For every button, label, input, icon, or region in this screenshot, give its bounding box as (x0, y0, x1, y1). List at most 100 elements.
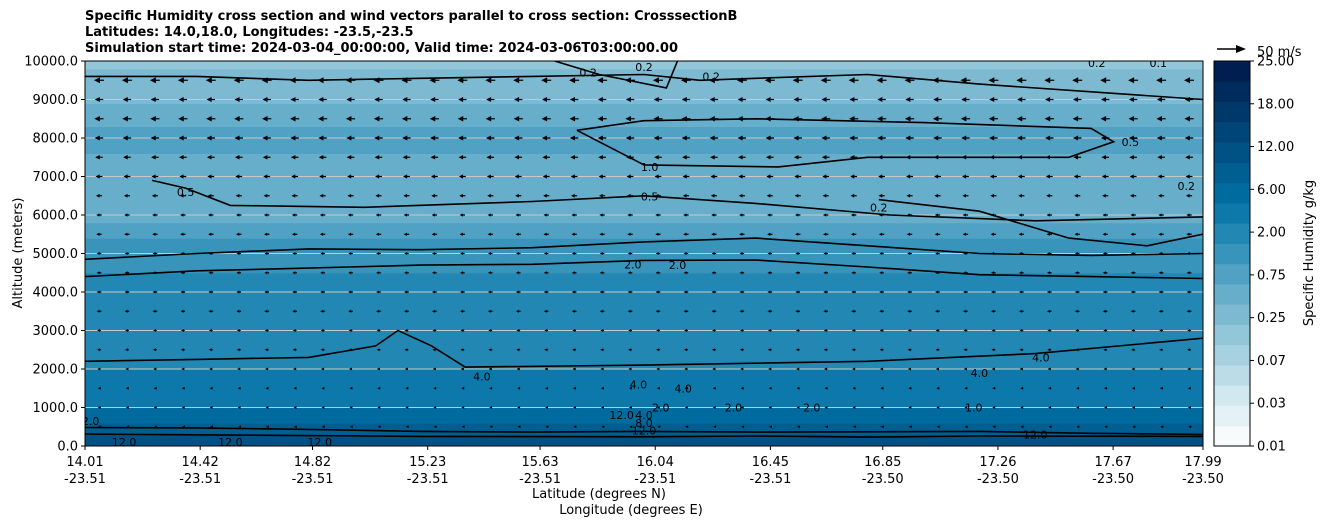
wind-vector-head (767, 232, 771, 236)
humidity-band (85, 415, 1203, 420)
y-tick-label: 6000.0 (33, 209, 79, 224)
wind-vector-head (292, 271, 296, 275)
x-tick-label-lat: 14.82 (294, 455, 331, 470)
wind-vector-head (377, 386, 381, 390)
wind-vector-head (1101, 174, 1106, 179)
wind-vector-head (765, 96, 771, 103)
wind-vector-head (432, 271, 436, 275)
wind-vector-head (683, 232, 687, 236)
wind-vector-head (740, 367, 744, 371)
wind-vector-head (348, 329, 352, 332)
contour-label: 0.2 (1177, 180, 1195, 193)
colorbar-tick-label: 0.75 (1257, 268, 1286, 283)
wind-vector-head (348, 367, 352, 371)
humidity-band (85, 122, 1203, 128)
wind-vector-head (963, 252, 967, 255)
colorbar-tick-label: 0.03 (1257, 397, 1286, 412)
wind-vector-head (795, 213, 799, 217)
contour-label: 0.2 (870, 201, 888, 214)
y-tick-label: 7000.0 (33, 170, 79, 185)
wind-vector-head (1188, 425, 1192, 429)
wind-vector-head (320, 290, 324, 294)
wind-vector-head (377, 425, 381, 429)
wind-vector-head (1184, 96, 1190, 103)
wind-vector-head (235, 174, 240, 179)
wind-vector-head (152, 271, 156, 275)
colorbar-tick-label: 12.00 (1257, 140, 1294, 155)
wind-vector-head (460, 290, 464, 294)
humidity-band (85, 241, 1203, 247)
contour-line-1.0 (85, 237, 1203, 261)
wind-vector-head (487, 232, 491, 236)
humidity-band (85, 68, 1203, 74)
wind-vector-head (600, 386, 604, 390)
chart-title-line-1: Specific Humidity cross section and wind… (85, 9, 738, 24)
wind-vector-head (1102, 252, 1106, 255)
wind-vector-head (514, 154, 519, 160)
wind-vector-head (124, 309, 128, 313)
humidity-band (85, 95, 1203, 101)
wind-vector-head (935, 329, 939, 332)
wind-vector-head (1074, 193, 1078, 198)
wind-vector-head (824, 367, 828, 371)
wind-vector-head (1016, 77, 1023, 84)
wind-vector-head (1129, 174, 1134, 179)
wind-vector-head (541, 77, 548, 84)
wind-vector-head (991, 271, 995, 275)
humidity-band (85, 138, 1203, 143)
colorbar-segment (1214, 101, 1250, 123)
wind-vector-head (849, 115, 855, 122)
wind-vector-head (543, 232, 547, 236)
wind-vector-head (1044, 115, 1051, 122)
x-tick-label-lat: 15.63 (521, 455, 558, 470)
wind-vector-head (1156, 77, 1163, 84)
wind-vector-head (1102, 271, 1106, 275)
wind-vector-head (513, 115, 520, 122)
wind-vector-head (376, 329, 380, 332)
humidity-band (85, 176, 1203, 181)
wind-vector-head (794, 174, 799, 179)
wind-vector-head (405, 406, 409, 409)
wind-vector-head (458, 174, 464, 179)
wind-vector-head (569, 115, 576, 122)
wind-vector-head (429, 77, 436, 84)
wind-vector-head (1131, 406, 1135, 409)
wind-vector-head (516, 329, 520, 332)
wind-vector-head (1130, 290, 1134, 294)
humidity-band (85, 107, 1203, 112)
contour-label: 8.0 (635, 417, 653, 430)
wind-vector-head (1074, 252, 1078, 255)
wind-vector-head (153, 386, 157, 390)
wind-vector-head (1046, 252, 1050, 255)
wind-vector-head (625, 135, 631, 141)
wind-vector-head (653, 115, 659, 122)
wind-vector-head (347, 174, 352, 179)
wind-vector-head (904, 115, 911, 122)
wind-vector-head (821, 96, 827, 103)
wind-vector-head (823, 309, 827, 313)
wind-vector-head (682, 154, 687, 160)
wind-vector-head (318, 135, 324, 141)
wind-vector-head (683, 252, 687, 255)
wind-vector-head (961, 154, 967, 160)
humidity-band (85, 184, 1203, 189)
humidity-band (85, 64, 1203, 70)
wind-vector-head (149, 77, 156, 84)
wind-vector-head (934, 213, 939, 217)
x-tick-label-lat: 14.42 (182, 455, 219, 470)
wind-vector-head (989, 135, 995, 141)
wind-vector-head (991, 290, 995, 294)
wind-vector-head (152, 309, 156, 313)
wind-vector-head (373, 115, 380, 122)
wind-vector-head (908, 406, 912, 409)
wind-vector-head (1016, 115, 1023, 122)
wind-vector-head (1128, 77, 1135, 84)
contour-line-2.0 (85, 259, 1203, 280)
wind-vector-head (657, 425, 661, 429)
wind-vector-head (1047, 367, 1051, 371)
wind-vector-head (709, 115, 715, 122)
wind-vector-head (404, 329, 408, 332)
humidity-band (85, 126, 1203, 131)
wind-vector-head (264, 271, 268, 275)
wind-vector-head (320, 329, 324, 332)
